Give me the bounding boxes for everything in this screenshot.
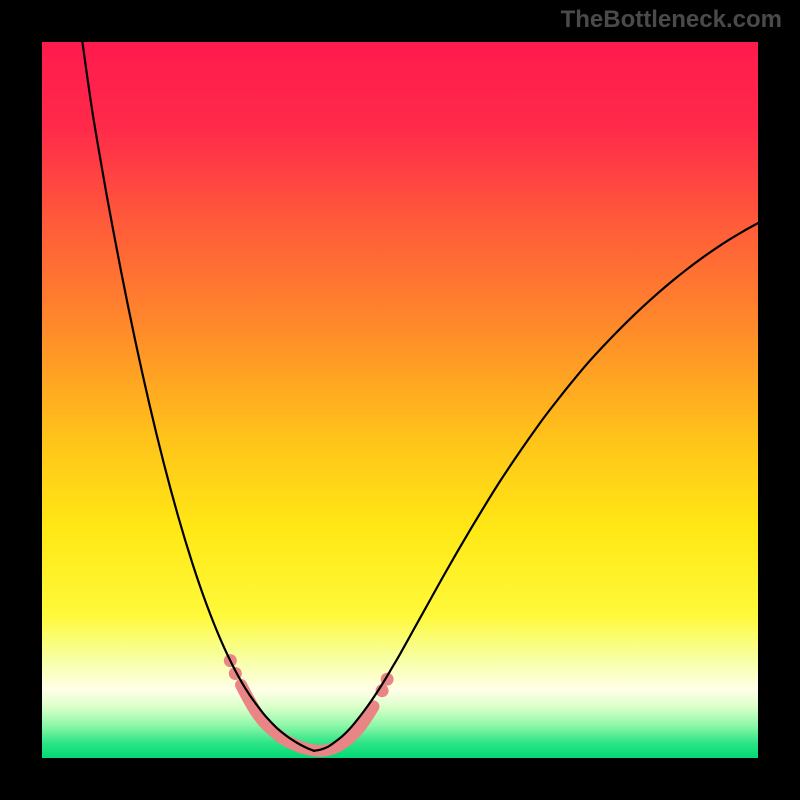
bottleneck-chart: TheBottleneck.com (0, 0, 800, 800)
watermark-text: TheBottleneck.com (561, 6, 782, 34)
chart-svg (0, 0, 800, 800)
